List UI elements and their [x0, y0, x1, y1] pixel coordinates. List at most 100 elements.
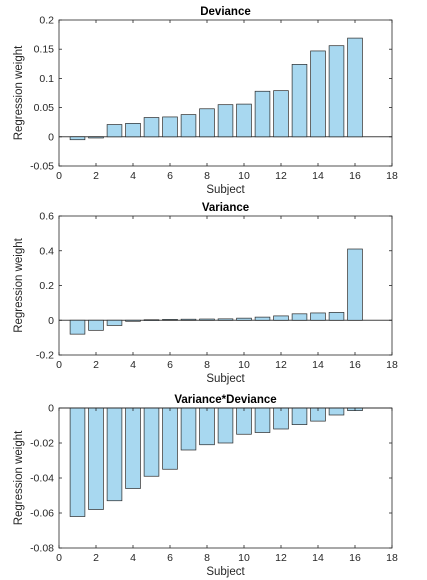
x-tick-label: 10 — [238, 359, 250, 371]
x-tick-label: 16 — [349, 552, 361, 564]
bar-subject-7 — [180, 114, 197, 138]
bar-subject-13 — [291, 407, 308, 425]
bar-subject-4 — [125, 407, 141, 489]
chart-title: Variance — [202, 202, 249, 214]
bar-subject-12 — [273, 407, 289, 430]
y-tick-label: 0.4 — [39, 245, 54, 257]
x-tick-label: 2 — [93, 359, 99, 371]
y-tick-label: 0.2 — [39, 15, 54, 27]
y-tick-label: -0.2 — [36, 350, 54, 362]
y-axis-label: Regression weight — [13, 237, 25, 332]
bar-subject-16 — [347, 37, 363, 138]
bar-subject-6 — [162, 407, 178, 470]
bar-subject-1 — [69, 407, 86, 517]
x-axis-label: Subject — [206, 184, 245, 195]
y-tick-label: 0 — [48, 315, 54, 327]
bar-subject-4 — [125, 319, 141, 322]
bar-subject-9 — [217, 104, 234, 138]
x-tick-label: 6 — [167, 170, 173, 182]
bar-subject-11 — [254, 407, 271, 433]
bar-subject-2 — [88, 319, 104, 331]
x-tick-label: 4 — [130, 359, 136, 371]
x-tick-label: 6 — [167, 552, 173, 564]
chart-title: Variance*Deviance — [174, 394, 276, 406]
bar-subject-8 — [199, 318, 215, 321]
bar-subject-3 — [106, 124, 123, 138]
y-tick-label: 0.05 — [34, 102, 55, 114]
x-tick-label: 16 — [349, 170, 361, 182]
x-tick-label: 12 — [275, 170, 287, 182]
x-tick-label: 18 — [386, 359, 398, 371]
bar-subject-12 — [273, 90, 289, 138]
x-axis-label: Subject — [206, 566, 245, 578]
y-tick-label: -0.08 — [30, 543, 54, 555]
y-tick-label: -0.02 — [30, 438, 54, 450]
y-tick-label: -0.05 — [30, 161, 54, 173]
bar-subject-2 — [88, 407, 104, 510]
chart-panel-2: 0 2 4 6 8 10 12 14 16 18-0.200.20.40.6VarianceSub… — [13, 202, 398, 385]
bar-subject-13 — [291, 64, 308, 138]
x-axis-label: Subject — [206, 373, 245, 385]
x-tick-label: 8 — [204, 170, 210, 182]
bar-subject-6 — [162, 116, 178, 138]
bar-subject-11 — [254, 316, 271, 321]
bar-subject-12 — [273, 315, 289, 321]
bar-subject-5 — [143, 117, 160, 138]
bar-subject-7 — [180, 407, 197, 451]
y-axis-label: Regression weight — [13, 430, 25, 525]
x-tick-label: 10 — [238, 552, 250, 564]
x-tick-label: 14 — [312, 552, 324, 564]
bar-subject-3 — [106, 319, 123, 326]
y-axis-label: Regression weight — [13, 45, 25, 140]
bar-subject-6 — [162, 319, 178, 321]
chart-panel-1: 0 2 4 6 8 10 12 14 16 18-0.0500.050.10.150.2Devia… — [13, 6, 398, 195]
y-tick-label: -0.04 — [30, 473, 54, 485]
chart-panel-3: 0 2 4 6 8 10 12 14 16 18 -0.08 -0.06 -0.04 -0.02 0 Vari… — [13, 394, 398, 578]
bar-subject-8 — [199, 407, 215, 446]
bar-subject-14 — [310, 50, 326, 138]
y-tick-label: 0.15 — [34, 44, 55, 56]
axes-box — [58, 19, 393, 167]
bar-subject-9 — [217, 407, 234, 444]
x-tick-label: 0 — [56, 552, 62, 564]
x-tick-label: 2 — [93, 170, 99, 182]
x-tick-label: 4 — [130, 170, 136, 182]
x-tick-label: 18 — [386, 552, 398, 564]
bar-subject-14 — [310, 312, 326, 321]
x-tick-label: 18 — [386, 170, 398, 182]
x-tick-label: 8 — [204, 552, 210, 564]
bar-subject-10 — [236, 103, 252, 138]
x-tick-label: 10 — [238, 170, 250, 182]
bar-subject-5 — [143, 319, 160, 321]
bar-subject-16 — [347, 248, 363, 321]
bar-subject-15 — [328, 407, 345, 416]
x-tick-label: 0 — [56, 170, 62, 182]
bar-subject-1 — [69, 136, 86, 141]
y-tick-label: -0.06 — [30, 508, 54, 520]
x-tick-label: 12 — [275, 552, 287, 564]
bar-subject-3 — [106, 407, 123, 502]
x-tick-label: 16 — [349, 359, 361, 371]
bar-subject-15 — [328, 312, 345, 321]
bar-subject-11 — [254, 90, 271, 138]
bar-subject-13 — [291, 313, 308, 321]
bar-subject-8 — [199, 108, 215, 138]
x-tick-label: 14 — [312, 359, 324, 371]
bar-subject-1 — [69, 319, 86, 335]
x-tick-label: 14 — [312, 170, 324, 182]
plot-area — [59, 216, 392, 355]
chart-title: Deviance — [200, 6, 251, 18]
bar-subject-2 — [88, 136, 104, 139]
y-tick-label: 0.1 — [39, 73, 54, 85]
bar-subject-4 — [125, 123, 141, 138]
x-tick-label: 6 — [167, 359, 173, 371]
y-tick-label: 0.6 — [39, 211, 54, 223]
y-tick-label: 0 — [48, 131, 54, 143]
x-tick-label: 4 — [130, 552, 136, 564]
y-tick-label: 0.2 — [39, 280, 54, 292]
bar-subject-9 — [217, 318, 234, 321]
x-tick-label: 12 — [275, 359, 287, 371]
x-tick-label: 8 — [204, 359, 210, 371]
bar-subject-10 — [236, 317, 252, 321]
